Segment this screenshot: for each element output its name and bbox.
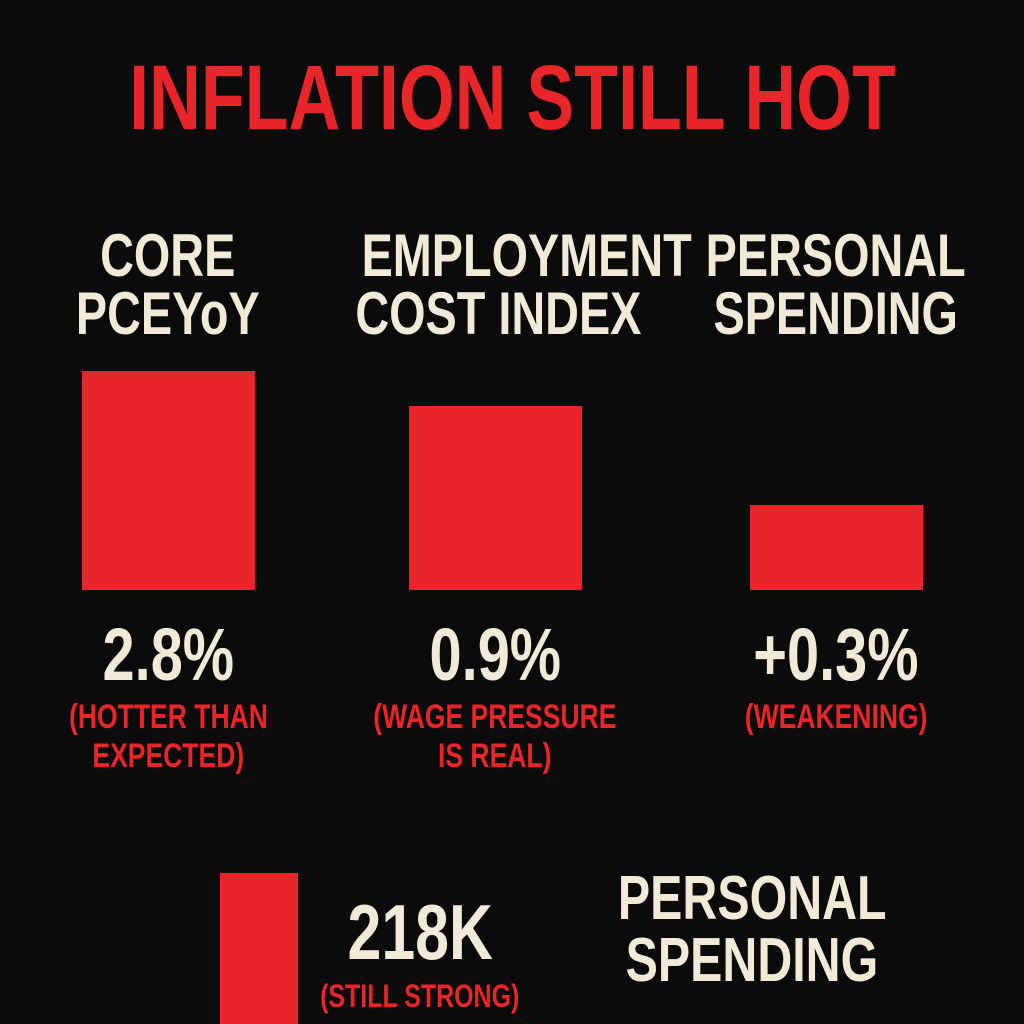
value: 0.9% — [315, 618, 675, 692]
note-line: IS REAL) — [315, 739, 675, 773]
value-text: 218K — [347, 888, 493, 976]
value: +0.3% — [656, 618, 1016, 692]
note-line-text: IS REAL) — [438, 737, 552, 775]
heading-line-text: COST INDEX — [355, 280, 642, 347]
value-text: +0.3% — [753, 613, 919, 696]
note-line: (HOTTER THAN — [0, 700, 348, 734]
heading-line: SPENDING — [656, 284, 1016, 344]
heading-text: SPENDING — [625, 926, 879, 995]
bar — [220, 873, 298, 1024]
bar — [409, 406, 582, 590]
title: INFLATION STILL HOT — [0, 52, 1024, 144]
note-line: (WAGE PRESSURE — [315, 700, 675, 734]
heading-line: COST INDEX — [315, 284, 675, 344]
heading-line-text: EMPLOYMENT — [361, 222, 692, 289]
note-line-text: (WEAKENING) — [744, 698, 928, 736]
note-line-text: (HOTTER THAN — [68, 698, 268, 736]
heading-line: PERSONAL — [572, 868, 932, 930]
bar — [750, 505, 923, 590]
heading-line: PCEYoY — [0, 284, 348, 344]
note-line: EXPECTED) — [0, 739, 348, 773]
jobs-note: (STILL STRONG) — [280, 980, 560, 1012]
heading-line: CORE — [0, 226, 348, 286]
value: 2.8% — [0, 618, 348, 692]
note-text: (STILL STRONG) — [320, 978, 520, 1014]
note-line: (WEAKENING) — [656, 700, 1016, 734]
heading-text: PERSONAL — [617, 864, 887, 933]
note-line-text: (WAGE PRESSURE — [373, 698, 617, 736]
value-text: 2.8% — [102, 613, 234, 696]
heading-line-text: CORE — [100, 222, 236, 289]
value-text: 0.9% — [429, 613, 561, 696]
heading-line-text: PERSONAL — [705, 222, 967, 289]
heading-line-text: PCEYoY — [76, 280, 260, 347]
bar — [82, 371, 255, 590]
title-text: INFLATION STILL HOT — [128, 47, 896, 149]
jobs-value: 218K — [300, 893, 540, 971]
heading-line: PERSONAL — [656, 226, 1016, 286]
heading-line: SPENDING — [572, 930, 932, 992]
heading-line: EMPLOYMENT — [315, 226, 692, 286]
note-line-text: EXPECTED) — [92, 737, 244, 775]
heading-line-text: SPENDING — [713, 280, 959, 347]
